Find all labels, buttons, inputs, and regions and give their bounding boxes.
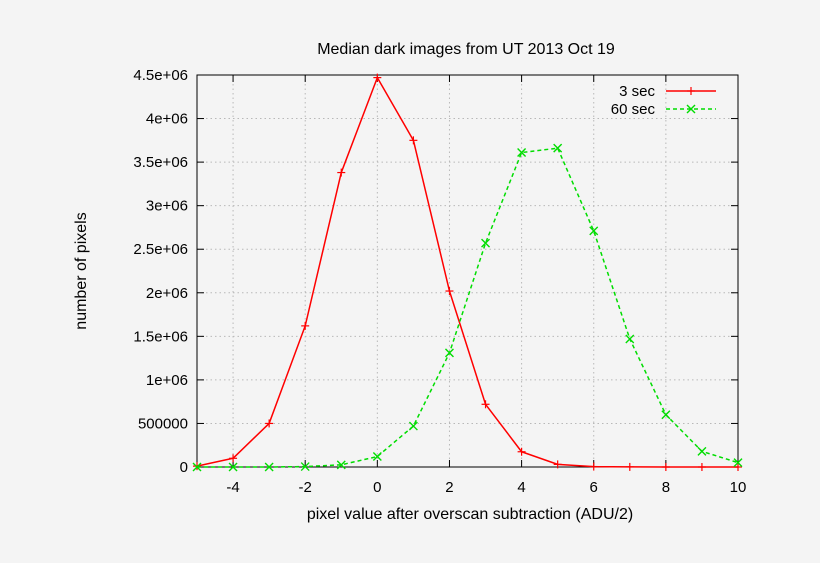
series-60-sec [192,143,743,472]
series [192,73,743,472]
x-axis-label: pixel value after overscan subtraction (… [307,506,633,523]
data-point [589,226,599,236]
y-tick-label: 500000 [138,415,188,432]
y-tick-label: 3e+06 [146,198,188,215]
data-point [661,410,671,420]
x-tick-label: 8 [662,479,670,496]
data-point [553,143,563,153]
data-point [517,148,527,158]
legend-marker [686,104,696,114]
data-point [661,463,670,471]
y-tick-label: 2.5e+06 [133,241,188,258]
data-point [481,400,490,409]
data-point [697,446,707,456]
legend-marker [687,87,695,95]
series-line-3-sec [196,76,738,468]
y-tick-labels: 0 500000 1e+06 1.5e+06 2e+06 2.5e+06 3e+06 3.5e… [133,67,188,476]
series-3-sec [193,73,742,471]
x-tick-label: 4 [517,479,525,496]
y-tick-label: 4e+06 [146,111,188,128]
y-tick-label: 2e+06 [146,285,188,302]
data-point [625,334,635,344]
data-point [372,452,382,462]
x-tick-label: 0 [373,479,381,496]
data-point [589,462,598,471]
y-tick-label: 4.5e+06 [133,67,188,84]
y-tick-label: 1.5e+06 [133,328,188,345]
data-point [625,462,634,471]
data-point [192,462,202,472]
chart-title: Median dark images from UT 2013 Oct 19 [317,41,615,58]
x-tick-label: -4 [226,479,239,496]
x-tick-label: -2 [299,479,312,496]
data-point [336,460,346,470]
data-point [337,168,346,177]
data-point [408,421,418,431]
data-point [264,462,274,472]
data-point [734,463,742,471]
data-point [733,458,743,468]
grid [197,74,739,468]
data-point [228,462,238,472]
data-point [697,463,706,471]
y-tick-label: 1e+06 [146,372,188,389]
legend-label: 3 sec [619,83,655,100]
y-axis-label: number of pixels [73,212,90,329]
x-tick-labels: -4 -2 0 2 4 6 8 10 [226,479,746,496]
series-line-60-sec [197,147,739,468]
legend-label: 60 sec [611,101,656,118]
data-point [444,348,454,358]
plot-frame [196,74,739,468]
data-point [445,287,454,296]
data-point [300,462,310,472]
x-tick-label: 10 [730,479,747,496]
data-point [409,136,418,145]
data-point [373,73,382,82]
y-tick-label: 0 [180,459,188,476]
data-point [481,238,491,248]
data-point [301,321,310,330]
x-tick-label: 2 [445,479,453,496]
data-point [229,454,238,463]
data-point [265,419,274,428]
y-tick-label: 3.5e+06 [133,154,188,171]
x-tick-label: 6 [590,479,598,496]
data-point [553,460,562,469]
tick-marks [197,74,739,468]
data-point [517,447,526,456]
